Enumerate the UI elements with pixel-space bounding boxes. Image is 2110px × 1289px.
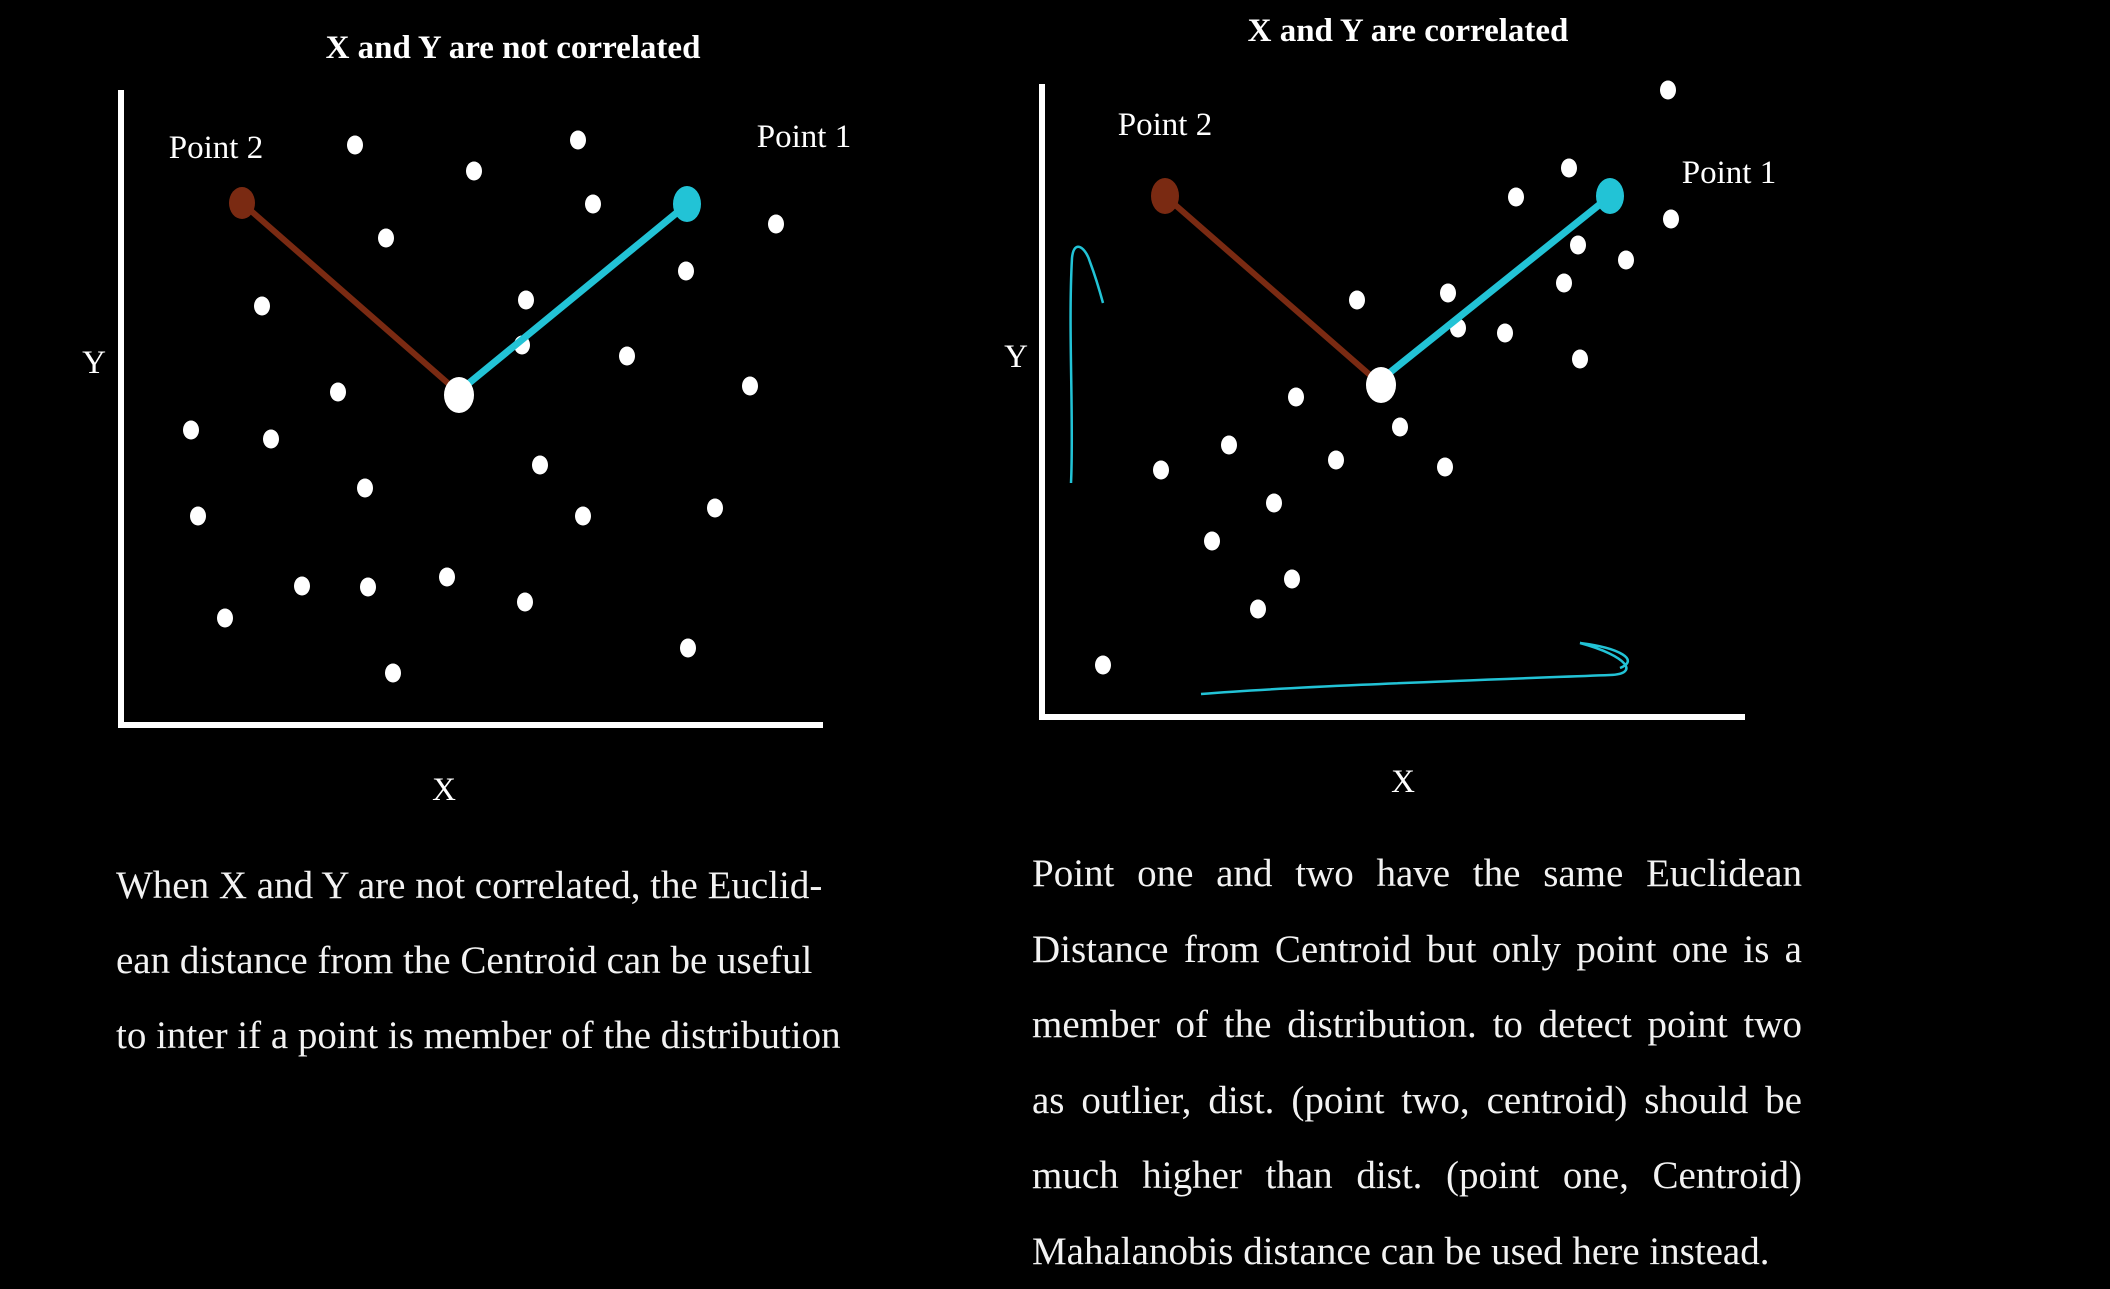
left-y-label: Y <box>82 345 106 381</box>
scatter-dot <box>357 479 373 498</box>
scatter-dot <box>1497 324 1513 343</box>
right-point1-label: Point 1 <box>1682 155 1776 191</box>
scatter-dot <box>1663 210 1679 229</box>
scatter-dot <box>378 229 394 248</box>
right-caption: Point one and two have the same Euclidea… <box>1032 836 1802 1289</box>
right-title: X and Y are correlated <box>1248 13 1569 49</box>
right-caption-line: Distance from Centroid but only point on… <box>1032 912 1802 988</box>
scatter-dot <box>680 639 696 658</box>
scatter-dot <box>1349 291 1365 310</box>
right-point1-distance-line <box>1383 197 1609 378</box>
right-y-label: Y <box>1004 339 1028 375</box>
scatter-dot <box>1556 274 1572 293</box>
left-panel: X and Y are not correlated Y X Point 2 P… <box>82 30 851 808</box>
left-caption-line: to inter if a point is member of the dis… <box>116 998 876 1073</box>
left-point2-distance-line <box>242 203 458 392</box>
left-x-label: X <box>432 772 456 808</box>
scatter-dot <box>190 507 206 526</box>
right-caption-line: as outlier, dist. (point two, centroid) … <box>1032 1063 1802 1139</box>
right-point1-marker <box>1596 178 1624 214</box>
scatter-dot <box>1095 656 1111 675</box>
right-panel: X and Y are correlated Y X Point 2 Point… <box>1004 13 1776 800</box>
right-point2-marker <box>1151 178 1179 214</box>
left-point1-marker <box>673 186 701 222</box>
right-centroid-marker <box>1366 367 1396 403</box>
scatter-dot <box>707 499 723 518</box>
scatter-dot <box>742 377 758 396</box>
scatter-dot <box>1618 251 1634 270</box>
scatter-dot <box>585 195 601 214</box>
scatter-dot <box>678 262 694 281</box>
scatter-dot <box>570 131 586 150</box>
scatter-dot <box>1561 159 1577 178</box>
left-caption-line: ean distance from the Centroid can be us… <box>116 923 876 998</box>
scatter-dot <box>1437 458 1453 477</box>
right-caption-line: member of the distribution. to detect po… <box>1032 987 1802 1063</box>
scatter-dot <box>1266 494 1282 513</box>
scatter-dot <box>254 297 270 316</box>
scatter-dot <box>517 593 533 612</box>
scatter-dot <box>330 383 346 402</box>
right-caption-line: much higher than dist. (point one, Centr… <box>1032 1138 1802 1214</box>
right-y-direction-arrow <box>1071 247 1103 483</box>
scatter-dot <box>1221 436 1237 455</box>
left-point1-distance-line <box>463 206 685 388</box>
scatter-dot <box>183 421 199 440</box>
right-caption-line: Mahalanobis distance can be used here in… <box>1032 1214 1802 1289</box>
left-title: X and Y are not correlated <box>326 30 701 66</box>
scatter-dot <box>385 664 401 683</box>
left-point1-label: Point 1 <box>757 119 851 155</box>
scatter-dot <box>768 215 784 234</box>
scatter-dot <box>294 577 310 596</box>
right-point2-label: Point 2 <box>1118 107 1212 143</box>
scatter-dot <box>466 162 482 181</box>
scatter-dot <box>1660 81 1676 100</box>
scatter-dot <box>518 291 534 310</box>
scatter-dot <box>263 430 279 449</box>
left-centroid-marker <box>444 377 474 413</box>
scatter-dot <box>575 507 591 526</box>
right-caption-line: Point one and two have the same Euclidea… <box>1032 836 1802 912</box>
scatter-dot <box>619 347 635 366</box>
scatter-dot <box>1153 461 1169 480</box>
scatter-dot <box>1570 236 1586 255</box>
scatter-dot <box>532 456 548 475</box>
right-x-label: X <box>1391 764 1415 800</box>
scatter-dot <box>1204 532 1220 551</box>
right-x-direction-arrow <box>1201 643 1628 694</box>
left-caption: When X and Y are not correlated, the Euc… <box>116 848 876 1073</box>
scatter-dot <box>1572 350 1588 369</box>
scatter-dot <box>347 136 363 155</box>
left-point2-marker <box>229 187 255 219</box>
scatter-dot <box>1392 418 1408 437</box>
scatter-dot <box>1288 388 1304 407</box>
scatter-dot <box>1508 188 1524 207</box>
right-point2-distance-line <box>1165 196 1378 382</box>
scatter-dot <box>1440 284 1456 303</box>
scatter-dot <box>1284 570 1300 589</box>
left-point2-label: Point 2 <box>169 130 263 166</box>
scatter-dot <box>360 578 376 597</box>
scatter-dot <box>217 609 233 628</box>
left-caption-line: When X and Y are not correlated, the Euc… <box>116 848 876 923</box>
scatter-dot <box>1250 600 1266 619</box>
scatter-dot <box>439 568 455 587</box>
scatter-dot <box>1328 451 1344 470</box>
